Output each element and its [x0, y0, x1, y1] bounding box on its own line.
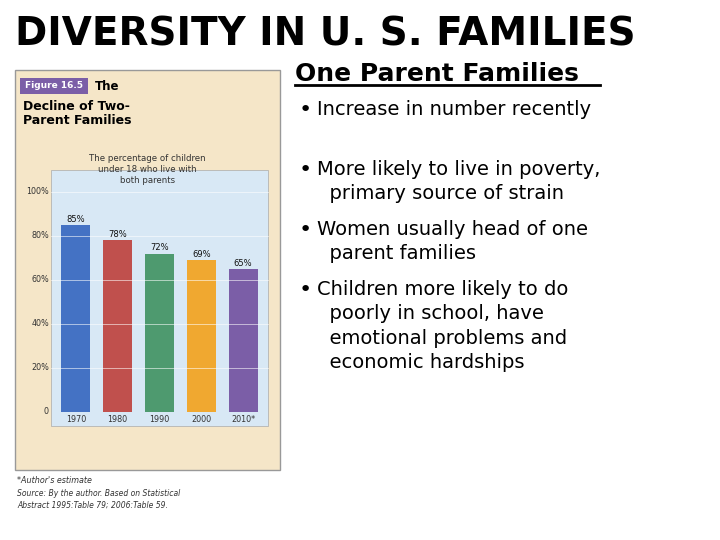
Text: 65%: 65% [234, 259, 253, 267]
Text: Increase in number recently: Increase in number recently [317, 100, 591, 119]
Text: 1970: 1970 [66, 415, 86, 424]
Text: •: • [299, 160, 312, 180]
Text: 40%: 40% [31, 320, 49, 328]
Text: Figure 16.5: Figure 16.5 [25, 82, 83, 91]
Text: Source: By the author. Based on Statistical
Abstract 1995:Table 79; 2006:Table 5: Source: By the author. Based on Statisti… [17, 489, 180, 510]
FancyBboxPatch shape [51, 170, 268, 426]
Text: Decline of Two-: Decline of Two- [23, 100, 130, 113]
Text: 100%: 100% [26, 187, 49, 197]
Text: *Author's estimate: *Author's estimate [17, 476, 92, 485]
Text: 2010*: 2010* [231, 415, 255, 424]
Text: 80%: 80% [31, 232, 49, 240]
Text: •: • [299, 100, 312, 120]
Text: The percentage of children
under 18 who live with
both parents: The percentage of children under 18 who … [89, 154, 206, 185]
Text: 20%: 20% [31, 363, 49, 373]
Text: 72%: 72% [150, 243, 168, 252]
Text: 1980: 1980 [107, 415, 127, 424]
FancyBboxPatch shape [61, 225, 90, 412]
Text: •: • [299, 280, 312, 300]
Text: 85%: 85% [66, 214, 85, 224]
Text: 69%: 69% [192, 249, 211, 259]
FancyBboxPatch shape [145, 254, 174, 412]
Text: DIVERSITY IN U. S. FAMILIES: DIVERSITY IN U. S. FAMILIES [15, 15, 636, 53]
Text: 0: 0 [44, 408, 49, 416]
FancyBboxPatch shape [229, 269, 258, 412]
Text: 1990: 1990 [149, 415, 170, 424]
Text: Parent Families: Parent Families [23, 114, 132, 127]
Text: 78%: 78% [108, 230, 127, 239]
Text: The: The [95, 79, 120, 92]
FancyBboxPatch shape [20, 78, 88, 94]
Text: Children more likely to do
  poorly in school, have
  emotional problems and
  e: Children more likely to do poorly in sch… [317, 280, 568, 372]
Text: More likely to live in poverty,
  primary source of strain: More likely to live in poverty, primary … [317, 160, 600, 203]
Text: Women usually head of one
  parent families: Women usually head of one parent familie… [317, 220, 588, 263]
Text: •: • [299, 220, 312, 240]
FancyBboxPatch shape [103, 240, 132, 412]
Text: 60%: 60% [31, 275, 49, 285]
FancyBboxPatch shape [15, 70, 280, 470]
Text: One Parent Families: One Parent Families [295, 62, 579, 86]
FancyBboxPatch shape [187, 260, 216, 412]
Text: 2000: 2000 [192, 415, 212, 424]
